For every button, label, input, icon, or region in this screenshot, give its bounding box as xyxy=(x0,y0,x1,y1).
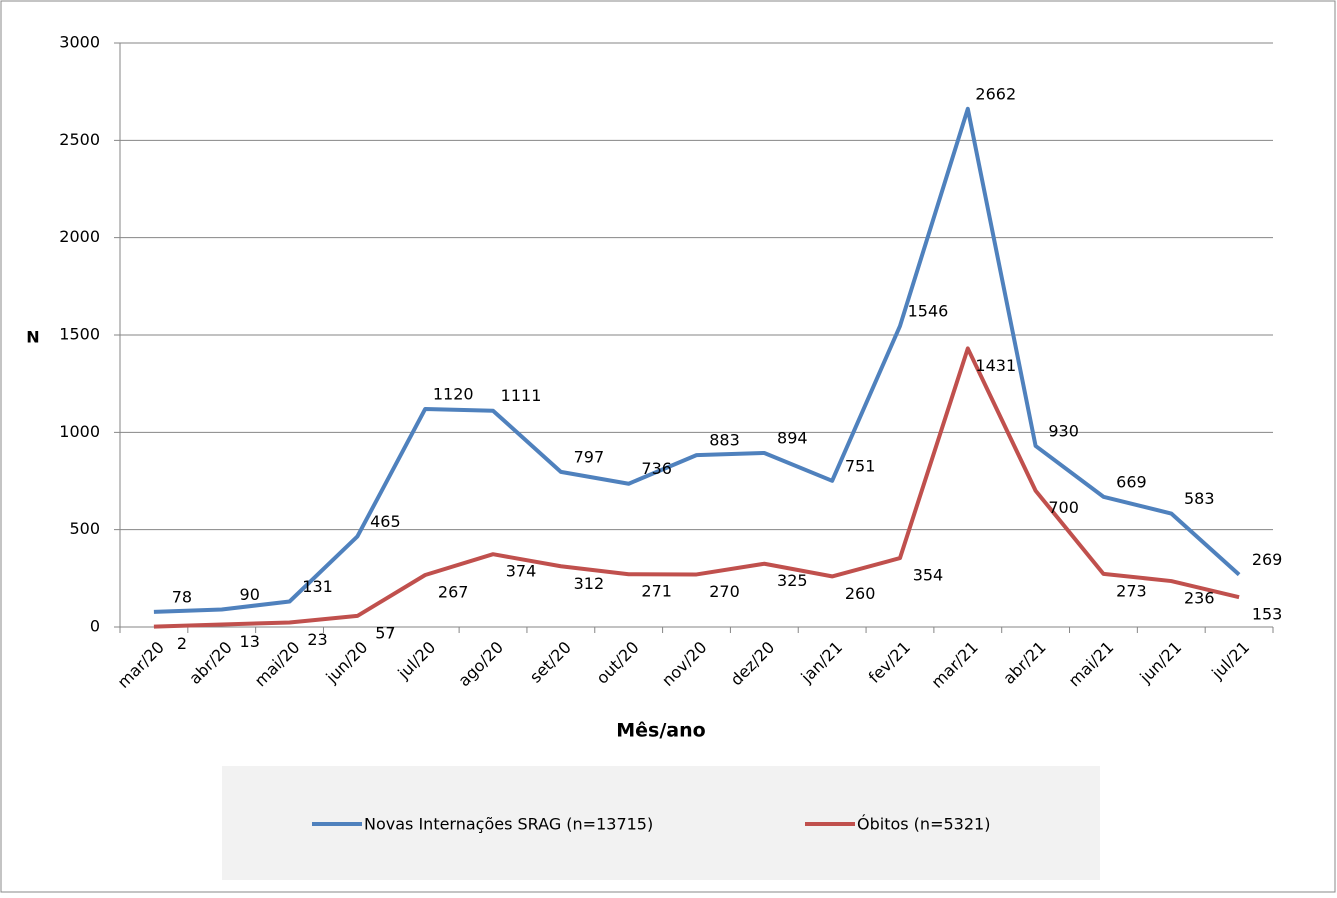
data-label: 797 xyxy=(574,447,605,466)
data-label: 57 xyxy=(375,623,395,642)
y-axis-title: N xyxy=(26,328,39,347)
data-label: 583 xyxy=(1184,489,1215,508)
data-label: 700 xyxy=(1048,498,1079,517)
data-label: 267 xyxy=(438,583,469,602)
data-label: 1431 xyxy=(975,356,1016,375)
series-line xyxy=(153,346,1240,629)
data-label: 131 xyxy=(302,577,333,596)
data-label: 930 xyxy=(1048,421,1079,440)
legend-box xyxy=(222,766,1100,880)
data-label: 465 xyxy=(370,512,401,531)
data-label: 273 xyxy=(1116,581,1147,600)
y-tick-label: 3000 xyxy=(59,33,100,52)
y-tick-label: 1500 xyxy=(59,325,100,344)
data-label: 270 xyxy=(709,582,740,601)
data-label: 2 xyxy=(177,634,187,653)
data-label: 269 xyxy=(1252,550,1283,569)
data-label: 2662 xyxy=(975,84,1016,103)
series-line xyxy=(153,106,1241,614)
y-tick-label: 1000 xyxy=(59,422,100,441)
data-label: 312 xyxy=(574,574,605,593)
data-label: 325 xyxy=(777,571,808,590)
data-label: 354 xyxy=(913,566,944,585)
y-tick-label: 500 xyxy=(69,519,100,538)
data-label: 90 xyxy=(240,585,260,604)
data-label: 13 xyxy=(240,632,260,651)
y-tick-label: 0 xyxy=(90,617,100,636)
data-label: 736 xyxy=(641,459,672,478)
data-label: 751 xyxy=(845,456,876,475)
y-tick-label: 2500 xyxy=(59,130,100,149)
data-label: 271 xyxy=(641,582,672,601)
legend-label: Óbitos (n=5321) xyxy=(857,815,990,834)
data-label: 669 xyxy=(1116,472,1147,491)
x-axis-title: Mês/ano xyxy=(616,720,705,742)
data-label: 153 xyxy=(1252,605,1283,624)
data-label: 78 xyxy=(172,587,192,606)
data-label: 374 xyxy=(506,562,537,581)
data-label: 236 xyxy=(1184,589,1215,608)
data-label: 1120 xyxy=(433,384,474,403)
y-tick-label: 2000 xyxy=(59,227,100,246)
data-label: 23 xyxy=(307,630,327,649)
data-label: 883 xyxy=(709,431,740,450)
legend-label: Novas Internações SRAG (n=13715) xyxy=(364,815,653,834)
data-label: 894 xyxy=(777,428,808,447)
data-label: 260 xyxy=(845,584,876,603)
data-label: 1546 xyxy=(908,302,949,321)
data-label: 1111 xyxy=(501,386,542,405)
